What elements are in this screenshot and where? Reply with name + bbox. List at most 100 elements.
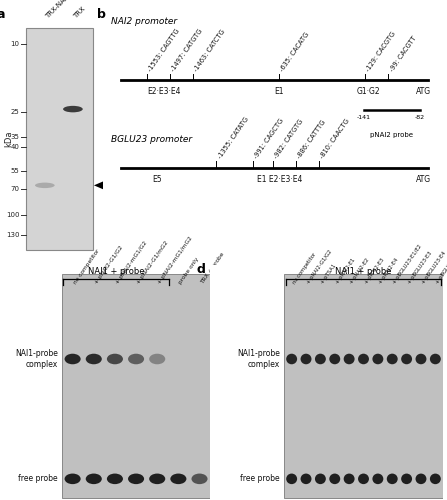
Ellipse shape bbox=[149, 474, 165, 484]
Ellipse shape bbox=[107, 474, 123, 484]
Text: b: b bbox=[97, 8, 106, 20]
Ellipse shape bbox=[372, 354, 384, 364]
Text: E1: E1 bbox=[274, 88, 284, 96]
Text: -1355: CATATG: -1355: CATATG bbox=[216, 116, 249, 160]
Ellipse shape bbox=[286, 474, 297, 484]
Text: -810: CAACTG: -810: CAACTG bbox=[319, 118, 351, 160]
Ellipse shape bbox=[329, 354, 340, 364]
Text: 100: 100 bbox=[6, 212, 19, 218]
Text: + pNAI2-G1/G2: + pNAI2-G1/G2 bbox=[94, 244, 124, 285]
Text: + pNAI2-E4: + pNAI2-E4 bbox=[378, 257, 399, 285]
Text: TRX + probe: TRX + probe bbox=[199, 252, 225, 285]
Text: 130: 130 bbox=[6, 232, 19, 237]
Text: free probe: free probe bbox=[240, 474, 280, 484]
Text: NAI1-probe
complex: NAI1-probe complex bbox=[15, 349, 58, 369]
Text: NAI1-probe
complex: NAI1-probe complex bbox=[237, 349, 280, 369]
Ellipse shape bbox=[315, 474, 326, 484]
Ellipse shape bbox=[149, 354, 165, 364]
Ellipse shape bbox=[358, 354, 369, 364]
Ellipse shape bbox=[358, 474, 369, 484]
Ellipse shape bbox=[191, 474, 207, 484]
Text: BGLU23 promoter: BGLU23 promoter bbox=[110, 135, 192, 144]
Text: d: d bbox=[196, 262, 205, 276]
Ellipse shape bbox=[387, 354, 398, 364]
Text: E1 E2·E3·E4: E1 E2·E3·E4 bbox=[257, 175, 302, 184]
Ellipse shape bbox=[372, 474, 384, 484]
Bar bbox=[284, 274, 443, 498]
Text: + pBGLU23-E4: + pBGLU23-E4 bbox=[421, 250, 447, 285]
Text: -982: CATGTG: -982: CATGTG bbox=[273, 118, 304, 160]
Text: TRX: TRX bbox=[73, 6, 87, 20]
Text: NAI1 + probe: NAI1 + probe bbox=[335, 266, 392, 276]
Text: 70: 70 bbox=[10, 186, 19, 192]
Ellipse shape bbox=[329, 474, 340, 484]
Ellipse shape bbox=[63, 106, 83, 112]
Text: -635: CACATG: -635: CACATG bbox=[279, 31, 311, 72]
Ellipse shape bbox=[35, 182, 55, 188]
Text: ATG: ATG bbox=[416, 88, 431, 96]
Ellipse shape bbox=[416, 474, 426, 484]
Bar bbox=[62, 274, 210, 498]
Text: -1553: CAGTTG: -1553: CAGTTG bbox=[147, 28, 181, 72]
Text: -886: CATTTG: -886: CATTTG bbox=[296, 120, 327, 160]
Text: -1463: CATCTG: -1463: CATCTG bbox=[193, 28, 227, 72]
Ellipse shape bbox=[344, 354, 354, 364]
Ellipse shape bbox=[170, 474, 186, 484]
Text: + pBGLU23-E1/E2: + pBGLU23-E1/E2 bbox=[392, 244, 423, 285]
Ellipse shape bbox=[315, 354, 326, 364]
Text: -1497: CATGTG: -1497: CATGTG bbox=[170, 28, 204, 72]
Text: + pNAI2-E2: + pNAI2-E2 bbox=[349, 257, 371, 285]
Text: probe only: probe only bbox=[178, 256, 200, 285]
Ellipse shape bbox=[64, 474, 80, 484]
Text: 55: 55 bbox=[10, 168, 19, 173]
Ellipse shape bbox=[86, 354, 102, 364]
Ellipse shape bbox=[401, 354, 412, 364]
Ellipse shape bbox=[416, 354, 426, 364]
Text: + pNAI2-G1/G2: + pNAI2-G1/G2 bbox=[306, 249, 333, 285]
Ellipse shape bbox=[430, 354, 441, 364]
Text: E2·E3·E4: E2·E3·E4 bbox=[147, 88, 180, 96]
Text: G1·G2: G1·G2 bbox=[357, 88, 380, 96]
Ellipse shape bbox=[86, 474, 102, 484]
Ellipse shape bbox=[286, 354, 297, 364]
Text: TRX-NAI1: TRX-NAI1 bbox=[45, 0, 72, 20]
Text: + pNAI2-E1: + pNAI2-E1 bbox=[335, 257, 356, 285]
Text: 25: 25 bbox=[10, 109, 19, 115]
Ellipse shape bbox=[430, 474, 441, 484]
Text: NAI1 + probe: NAI1 + probe bbox=[88, 266, 144, 276]
Text: E5: E5 bbox=[152, 175, 162, 184]
Ellipse shape bbox=[128, 474, 144, 484]
Text: -141: -141 bbox=[357, 115, 371, 120]
Ellipse shape bbox=[64, 354, 80, 364]
Text: a: a bbox=[0, 8, 5, 20]
Bar bbox=[26, 28, 93, 250]
Text: pNAI2 probe: pNAI2 probe bbox=[370, 132, 413, 138]
Text: 35: 35 bbox=[10, 134, 19, 140]
Ellipse shape bbox=[300, 474, 312, 484]
Text: NAI2 promoter: NAI2 promoter bbox=[110, 18, 177, 26]
Text: no competitor: no competitor bbox=[72, 248, 101, 285]
Ellipse shape bbox=[128, 354, 144, 364]
Text: free probe: free probe bbox=[18, 474, 58, 484]
Text: -991: CAGCTG: -991: CAGCTG bbox=[253, 118, 285, 160]
Text: 40: 40 bbox=[10, 144, 19, 150]
Text: + pNAI2-E3: + pNAI2-E3 bbox=[363, 258, 385, 285]
Text: + pTSA1: + pTSA1 bbox=[320, 263, 338, 285]
Ellipse shape bbox=[401, 474, 412, 484]
Text: kDa: kDa bbox=[4, 130, 13, 147]
Text: -99: CACGTT: -99: CACGTT bbox=[388, 35, 417, 72]
Ellipse shape bbox=[300, 354, 312, 364]
Text: ATG: ATG bbox=[416, 175, 431, 184]
Text: + pNAI2-mG1/G2: + pNAI2-mG1/G2 bbox=[115, 240, 148, 285]
Text: 10: 10 bbox=[10, 41, 19, 47]
Text: + pNAI2-mG1/mG2: + pNAI2-mG1/mG2 bbox=[157, 236, 194, 285]
Text: no competitor: no competitor bbox=[291, 252, 317, 285]
Polygon shape bbox=[94, 180, 107, 191]
Text: + pNAI2-G1/mG2: + pNAI2-G1/mG2 bbox=[136, 240, 169, 285]
Text: -82: -82 bbox=[415, 115, 425, 120]
Text: + pBGLU23-E5: + pBGLU23-E5 bbox=[435, 250, 447, 285]
Ellipse shape bbox=[344, 474, 354, 484]
Text: -129: CACGTG: -129: CACGTG bbox=[365, 30, 397, 72]
Ellipse shape bbox=[107, 354, 123, 364]
Text: + pBGLU23-E3: + pBGLU23-E3 bbox=[407, 250, 433, 285]
